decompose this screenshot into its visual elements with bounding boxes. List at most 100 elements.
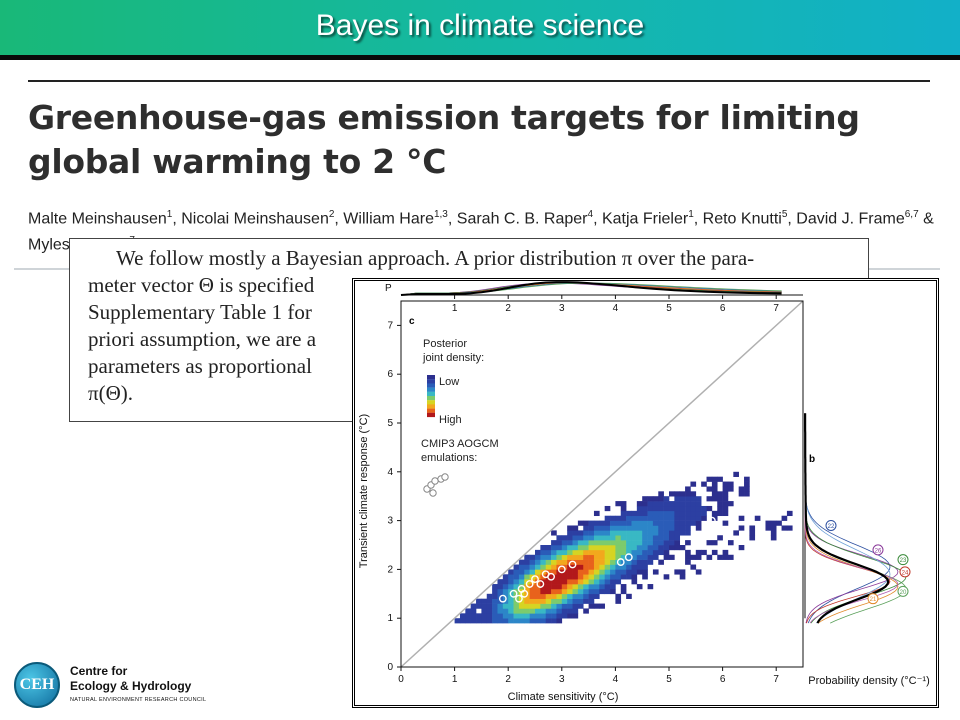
- heatmap-cell: [652, 549, 659, 556]
- heatmap-cell: [647, 554, 654, 560]
- heatmap-cell: [588, 579, 595, 585]
- heatmap-cell: [647, 549, 654, 556]
- heatmap-cell: [588, 525, 595, 531]
- heatmap-cell: [481, 613, 488, 619]
- heatmap-cell: [615, 554, 622, 560]
- y-tick-label: 7: [387, 320, 393, 331]
- y-tick-label: 4: [387, 467, 393, 478]
- heatmap-cell: [647, 540, 654, 546]
- b-curve-marker: [897, 585, 909, 597]
- heatmap-cell: [770, 535, 777, 541]
- heatmap-cell: [610, 545, 616, 551]
- heatmap-cell: [658, 530, 664, 536]
- b-curve-marker: [899, 566, 911, 578]
- heatmap-cell: [706, 540, 713, 546]
- heatmap-cell: [722, 554, 729, 560]
- heatmap-cell: [642, 505, 648, 512]
- heatmap-cell: [658, 505, 664, 512]
- y-tick-label: 6: [387, 369, 393, 380]
- heatmap-cell: [658, 559, 664, 565]
- heatmap-cell: [642, 540, 648, 546]
- heatmap-cell: [685, 525, 691, 531]
- heatmap-cell: [545, 564, 552, 570]
- colorbar-segment: [427, 379, 435, 384]
- heatmap-cell: [588, 545, 595, 551]
- heatmap-cell: [711, 510, 718, 517]
- heatmap-cell: [685, 540, 691, 546]
- heatmap-cell: [497, 618, 504, 624]
- heatmap-cell: [599, 584, 605, 590]
- heatmap-cell: [572, 598, 579, 604]
- author-name: William Hare: [343, 210, 434, 228]
- heatmap-cell: [663, 525, 670, 531]
- heatmap-cell: [636, 535, 643, 541]
- heatmap-cell: [727, 486, 734, 492]
- heatmap-cell: [497, 608, 504, 614]
- top-tick-label: 1: [452, 303, 458, 314]
- heatmap-cell: [722, 520, 729, 526]
- emulation-points: [498, 516, 716, 603]
- heatmap-cell: [545, 549, 552, 556]
- author-name: David J. Frame: [796, 210, 905, 228]
- emulation-point: [616, 558, 625, 566]
- heatmap-cell: [588, 569, 595, 575]
- heatmap-cell: [551, 588, 557, 595]
- heatmap-cell: [647, 525, 654, 531]
- heatmap-cell: [535, 603, 541, 609]
- heatmap-cell: [636, 515, 643, 521]
- heatmap-cell: [529, 588, 536, 595]
- heatmap-cell: [604, 579, 611, 585]
- heatmap-cell: [492, 603, 498, 609]
- heatmap-cell: [663, 501, 670, 507]
- heatmap-cell: [652, 510, 659, 517]
- heatmap-cell: [572, 613, 579, 619]
- heatmap-cell: [631, 554, 638, 560]
- heatmap-cell: [685, 530, 691, 536]
- heatmap-cell: [513, 603, 520, 609]
- heatmap-cell: [583, 545, 589, 551]
- heatmap-cell: [524, 598, 530, 604]
- heatmap-cell: [615, 545, 622, 551]
- heatmap-cell: [545, 545, 552, 551]
- heatmap-cell: [561, 608, 568, 614]
- heatmap-cell: [572, 608, 579, 614]
- heatmap-cell: [669, 530, 675, 536]
- heatmap-cell: [583, 574, 589, 580]
- heatmap-cell: [695, 505, 702, 512]
- heatmap-cell: [626, 593, 632, 599]
- heatmap-cell: [572, 530, 579, 536]
- y-axis-label: Transient climate response (°C): [358, 414, 370, 568]
- heatmap-cell: [674, 505, 681, 512]
- heatmap-cell: [486, 603, 493, 609]
- heatmap-cell: [593, 535, 600, 541]
- heatmap-cell: [658, 549, 664, 556]
- heatmap-cell: [502, 613, 509, 619]
- heatmap-cell: [669, 505, 675, 512]
- heatmap-cell: [620, 535, 627, 541]
- heatmap-cell: [465, 613, 471, 619]
- heatmap-cell: [583, 559, 589, 565]
- heatmap-cell: [545, 579, 552, 585]
- heatmap-cell: [561, 588, 568, 595]
- heatmap-cell: [647, 530, 654, 536]
- heatmap-cell: [717, 491, 723, 497]
- heatmap-cell: [604, 545, 611, 551]
- heatmap-cell: [695, 569, 702, 575]
- heatmap-cell: [642, 496, 648, 502]
- heatmap-cell: [722, 505, 729, 512]
- heatmap-cell: [685, 559, 691, 565]
- emulation-point: [624, 553, 633, 562]
- author-affiliation: 4: [587, 209, 594, 220]
- author-affiliation: 1,3: [433, 209, 448, 220]
- heatmap-cell: [545, 593, 552, 599]
- heatmap-cell: [690, 481, 697, 487]
- heatmap-cell: [583, 564, 589, 570]
- heatmap-cell: [588, 540, 595, 546]
- heatmap-cell: [470, 618, 477, 624]
- heatmap-cell: [513, 564, 520, 570]
- heatmap-cell: [588, 574, 595, 580]
- heatmap-cell: [588, 584, 595, 590]
- heatmap-cell: [636, 501, 643, 507]
- heatmap-cell: [513, 618, 520, 624]
